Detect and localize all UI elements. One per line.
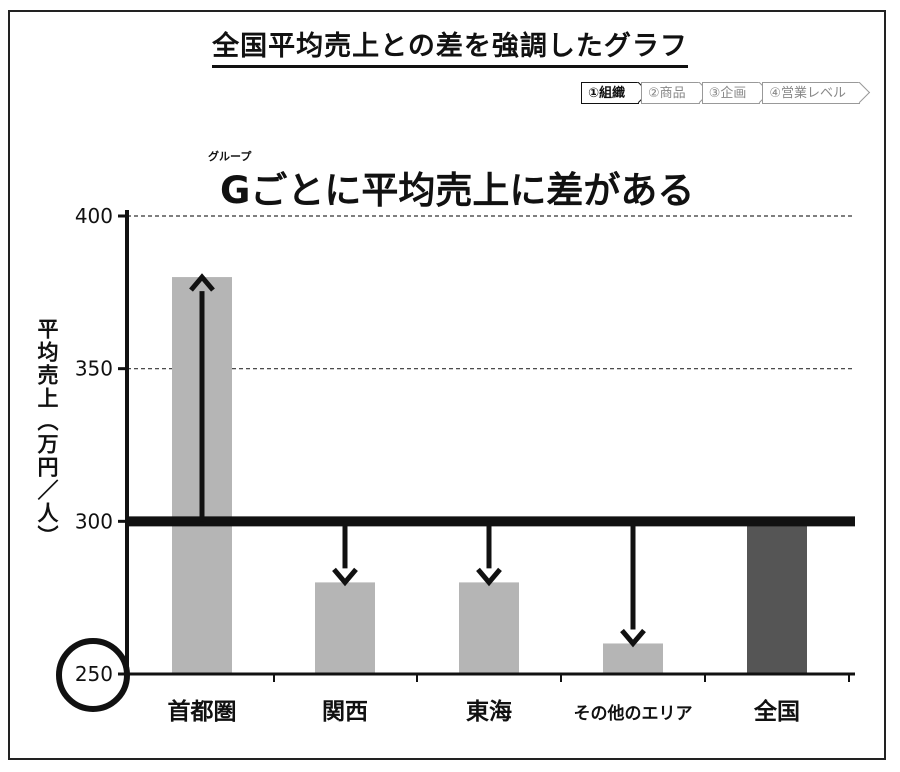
breadcrumb-step-organization[interactable]: ①組織 [581,82,640,104]
chart-title-ruby: グループ [208,150,252,163]
difference-arrow-head [332,567,358,587]
figure-frame [8,10,886,760]
bar [459,582,519,674]
breadcrumb: ①組織 ②商品 ③企画 ④営業レベル [581,82,860,104]
chart-title: Gごとに平均売上に差がある [220,169,695,212]
y-tick-label: 300 [75,509,113,533]
difference-arrow-head [620,628,646,648]
bar [747,521,807,674]
category-label: 全国 [753,698,800,725]
category-label: 首都圏 [168,698,237,725]
breadcrumb-step-product[interactable]: ②商品 [641,82,700,104]
bar [603,643,663,674]
difference-arrow-head [476,567,502,587]
category-label: 関西 [322,699,368,725]
bar [315,582,375,674]
axis-start-highlight-circle [56,638,130,712]
category-label: その他のエリア [574,703,693,724]
category-label: 東海 [466,698,512,725]
breadcrumb-step-planning[interactable]: ③企画 [701,82,761,104]
breadcrumb-step-sales-level[interactable]: ④営業レベル [762,82,860,104]
difference-arrow-head [189,273,215,292]
page-title: 全国平均売上との差を強調したグラフ [0,24,900,68]
y-axis-label: 平均売上（万円／人） [35,318,59,548]
y-tick-label: 250 [75,662,113,686]
y-tick-label: 400 [75,204,113,228]
y-tick-label: 350 [75,357,113,381]
